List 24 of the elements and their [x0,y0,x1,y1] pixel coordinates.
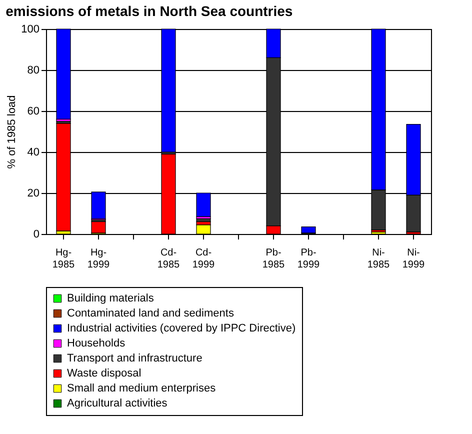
chart-title: emissions of metals in North Sea countries [6,3,293,19]
y-tick-label: 40 [27,146,40,158]
y-tick-label: 60 [27,106,40,118]
y-tick-label: 100 [21,24,40,36]
legend-label: Agricultural activities [67,398,168,410]
x-tick-label: Pb-1999 [297,248,320,270]
legend-label: Building materials [67,292,154,304]
x-tick-label: Cd-1985 [157,248,180,270]
legend-label: Waste disposal [67,368,142,380]
x-tick-label: Cd-1999 [192,248,216,270]
x-tick-label: Ni-1999 [402,248,426,270]
y-tick-label: 0 [33,228,40,240]
legend-label: Small and medium enterprises [67,382,216,394]
legend-label: Contaminated land and sediments [67,308,234,320]
legend-label: Industrial activities (covered by IPPC Directive) [67,322,296,334]
legend-label: Households [67,338,126,350]
x-tick-label: Hg-1985 [52,248,76,270]
x-tick-label: Hg-1999 [87,248,110,270]
legend-label: Transport and infrastructure [67,352,202,364]
y-axis-title: % of 1985 load [6,95,18,169]
x-tick-label: Ni-1985 [367,248,390,270]
x-tick-label: Pb-1985 [262,248,286,270]
y-tick-label: 20 [27,188,40,200]
y-tick-label: 80 [27,64,40,76]
